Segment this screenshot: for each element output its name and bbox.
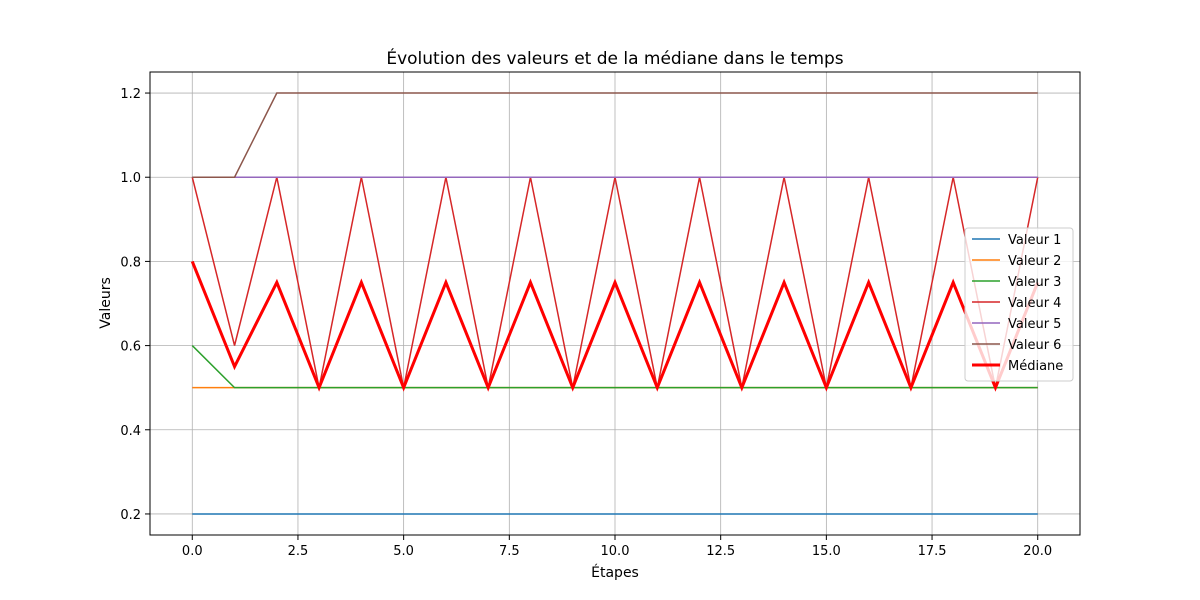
y-tick-label: 0.2 — [120, 508, 141, 523]
x-tick-label: 2.5 — [288, 544, 309, 559]
x-tick-label: 12.5 — [706, 544, 735, 559]
legend-label: Valeur 3 — [1008, 275, 1061, 290]
x-axis-title: Étapes — [591, 564, 639, 581]
series-lines — [190, 92, 1040, 515]
y-tick-label: 1.0 — [120, 171, 141, 186]
y-tick-label: 0.4 — [120, 424, 141, 439]
x-tick-label: 20.0 — [1023, 544, 1052, 559]
series-line-valeur-3 — [191, 345, 1038, 389]
x-tick-label: 7.5 — [499, 544, 520, 559]
y-axis-ticks: 0.2 0.4 0.6 0.8 1.0 1.2 — [120, 87, 150, 523]
series-line-médiane — [190, 260, 1040, 392]
x-tick-label: 5.0 — [393, 544, 414, 559]
x-tick-label: 17.5 — [918, 544, 947, 559]
x-tick-label: 10.0 — [601, 544, 630, 559]
y-axis-title: Valeurs — [98, 277, 114, 329]
legend-label: Valeur 1 — [1008, 233, 1061, 248]
series-line-valeur-6 — [192, 92, 1038, 178]
y-tick-label: 0.8 — [120, 255, 141, 270]
y-tick-label: 1.2 — [120, 87, 141, 102]
legend-label: Médiane — [1008, 359, 1063, 374]
x-axis-ticks: 0.0 2.5 5.0 7.5 10.0 12.5 15.0 17.5 20.0 — [182, 535, 1052, 559]
x-tick-label: 15.0 — [812, 544, 841, 559]
legend-label: Valeur 2 — [1008, 254, 1061, 269]
x-tick-label: 0.0 — [182, 544, 203, 559]
legend: Valeur 1 Valeur 2 Valeur 3 Valeur 4 Valeur 5… — [964, 227, 1074, 382]
legend-label: Valeur 5 — [1008, 317, 1061, 332]
y-tick-label: 0.6 — [120, 340, 141, 355]
legend-label: Valeur 4 — [1008, 296, 1061, 311]
grid — [150, 72, 1080, 535]
legend-label: Valeur 6 — [1008, 338, 1061, 353]
legend-box — [964, 227, 1074, 382]
chart-title: Évolution des valeurs et de la médiane d… — [386, 47, 843, 69]
